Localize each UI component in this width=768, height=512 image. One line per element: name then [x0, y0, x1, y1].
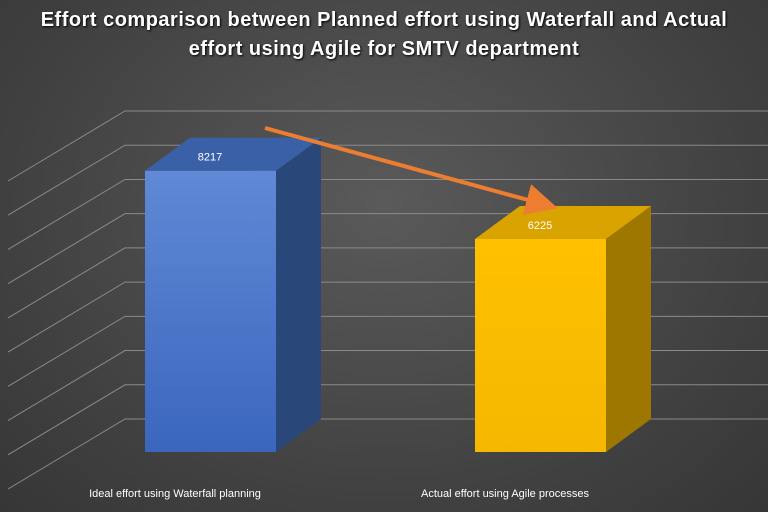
- grid-line: [7, 384, 768, 456]
- grid-line: [7, 247, 768, 319]
- grid-line: [7, 315, 768, 387]
- bar-side: [606, 205, 651, 452]
- x-tick-label: Actual effort using Agile processes: [421, 488, 589, 500]
- x-tick-label: Ideal effort using Waterfall planning: [89, 488, 261, 500]
- grid-line: [7, 144, 768, 216]
- trend-arrow: [264, 126, 558, 216]
- bar: [475, 205, 651, 452]
- bar-side: [276, 137, 321, 452]
- grid-line: [7, 110, 768, 182]
- bar-top: [475, 205, 651, 239]
- bar-front: [145, 170, 276, 452]
- bar: [145, 137, 321, 452]
- grid-line: [7, 350, 768, 421]
- chart-title: Effort comparison between Planned effort…: [40, 9, 728, 60]
- grid-line: [7, 178, 768, 250]
- bar-top: [145, 137, 321, 171]
- grid-line: [7, 281, 768, 353]
- bar-front: [475, 238, 606, 452]
- value-label: 6225: [528, 220, 552, 232]
- grid-line: [7, 418, 768, 490]
- grid-line: [7, 213, 768, 285]
- value-label: 8217: [198, 152, 222, 164]
